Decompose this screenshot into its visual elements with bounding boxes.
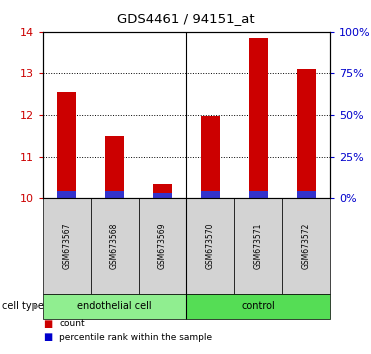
Text: GSM673571: GSM673571 xyxy=(254,223,263,269)
Text: GDS4461 / 94151_at: GDS4461 / 94151_at xyxy=(117,12,254,25)
Text: GSM673567: GSM673567 xyxy=(62,223,71,269)
Text: GSM673572: GSM673572 xyxy=(302,223,311,269)
Bar xyxy=(249,191,268,198)
Bar xyxy=(234,198,282,294)
Text: GSM673568: GSM673568 xyxy=(110,223,119,269)
Bar xyxy=(153,193,172,198)
Text: percentile rank within the sample: percentile rank within the sample xyxy=(59,333,213,342)
Bar xyxy=(297,69,316,198)
Bar xyxy=(201,191,220,198)
Text: cell type: cell type xyxy=(2,301,44,311)
Text: ■: ■ xyxy=(43,332,52,342)
Bar xyxy=(138,198,186,294)
Bar xyxy=(186,198,234,294)
Bar xyxy=(43,294,187,319)
Bar xyxy=(57,191,76,198)
Bar xyxy=(91,198,138,294)
Text: ▶: ▶ xyxy=(32,302,39,311)
Bar xyxy=(105,191,124,198)
Text: control: control xyxy=(242,301,275,311)
Text: GSM673570: GSM673570 xyxy=(206,223,215,269)
Bar xyxy=(153,184,172,198)
Bar xyxy=(105,136,124,198)
Text: count: count xyxy=(59,319,85,329)
Text: endothelial cell: endothelial cell xyxy=(77,301,152,311)
Bar xyxy=(43,198,91,294)
Bar xyxy=(297,191,316,198)
Bar xyxy=(201,116,220,198)
Bar xyxy=(282,198,330,294)
Bar xyxy=(249,38,268,198)
Bar xyxy=(186,294,330,319)
Bar xyxy=(57,92,76,198)
Text: ■: ■ xyxy=(43,319,52,329)
Text: GSM673569: GSM673569 xyxy=(158,223,167,269)
